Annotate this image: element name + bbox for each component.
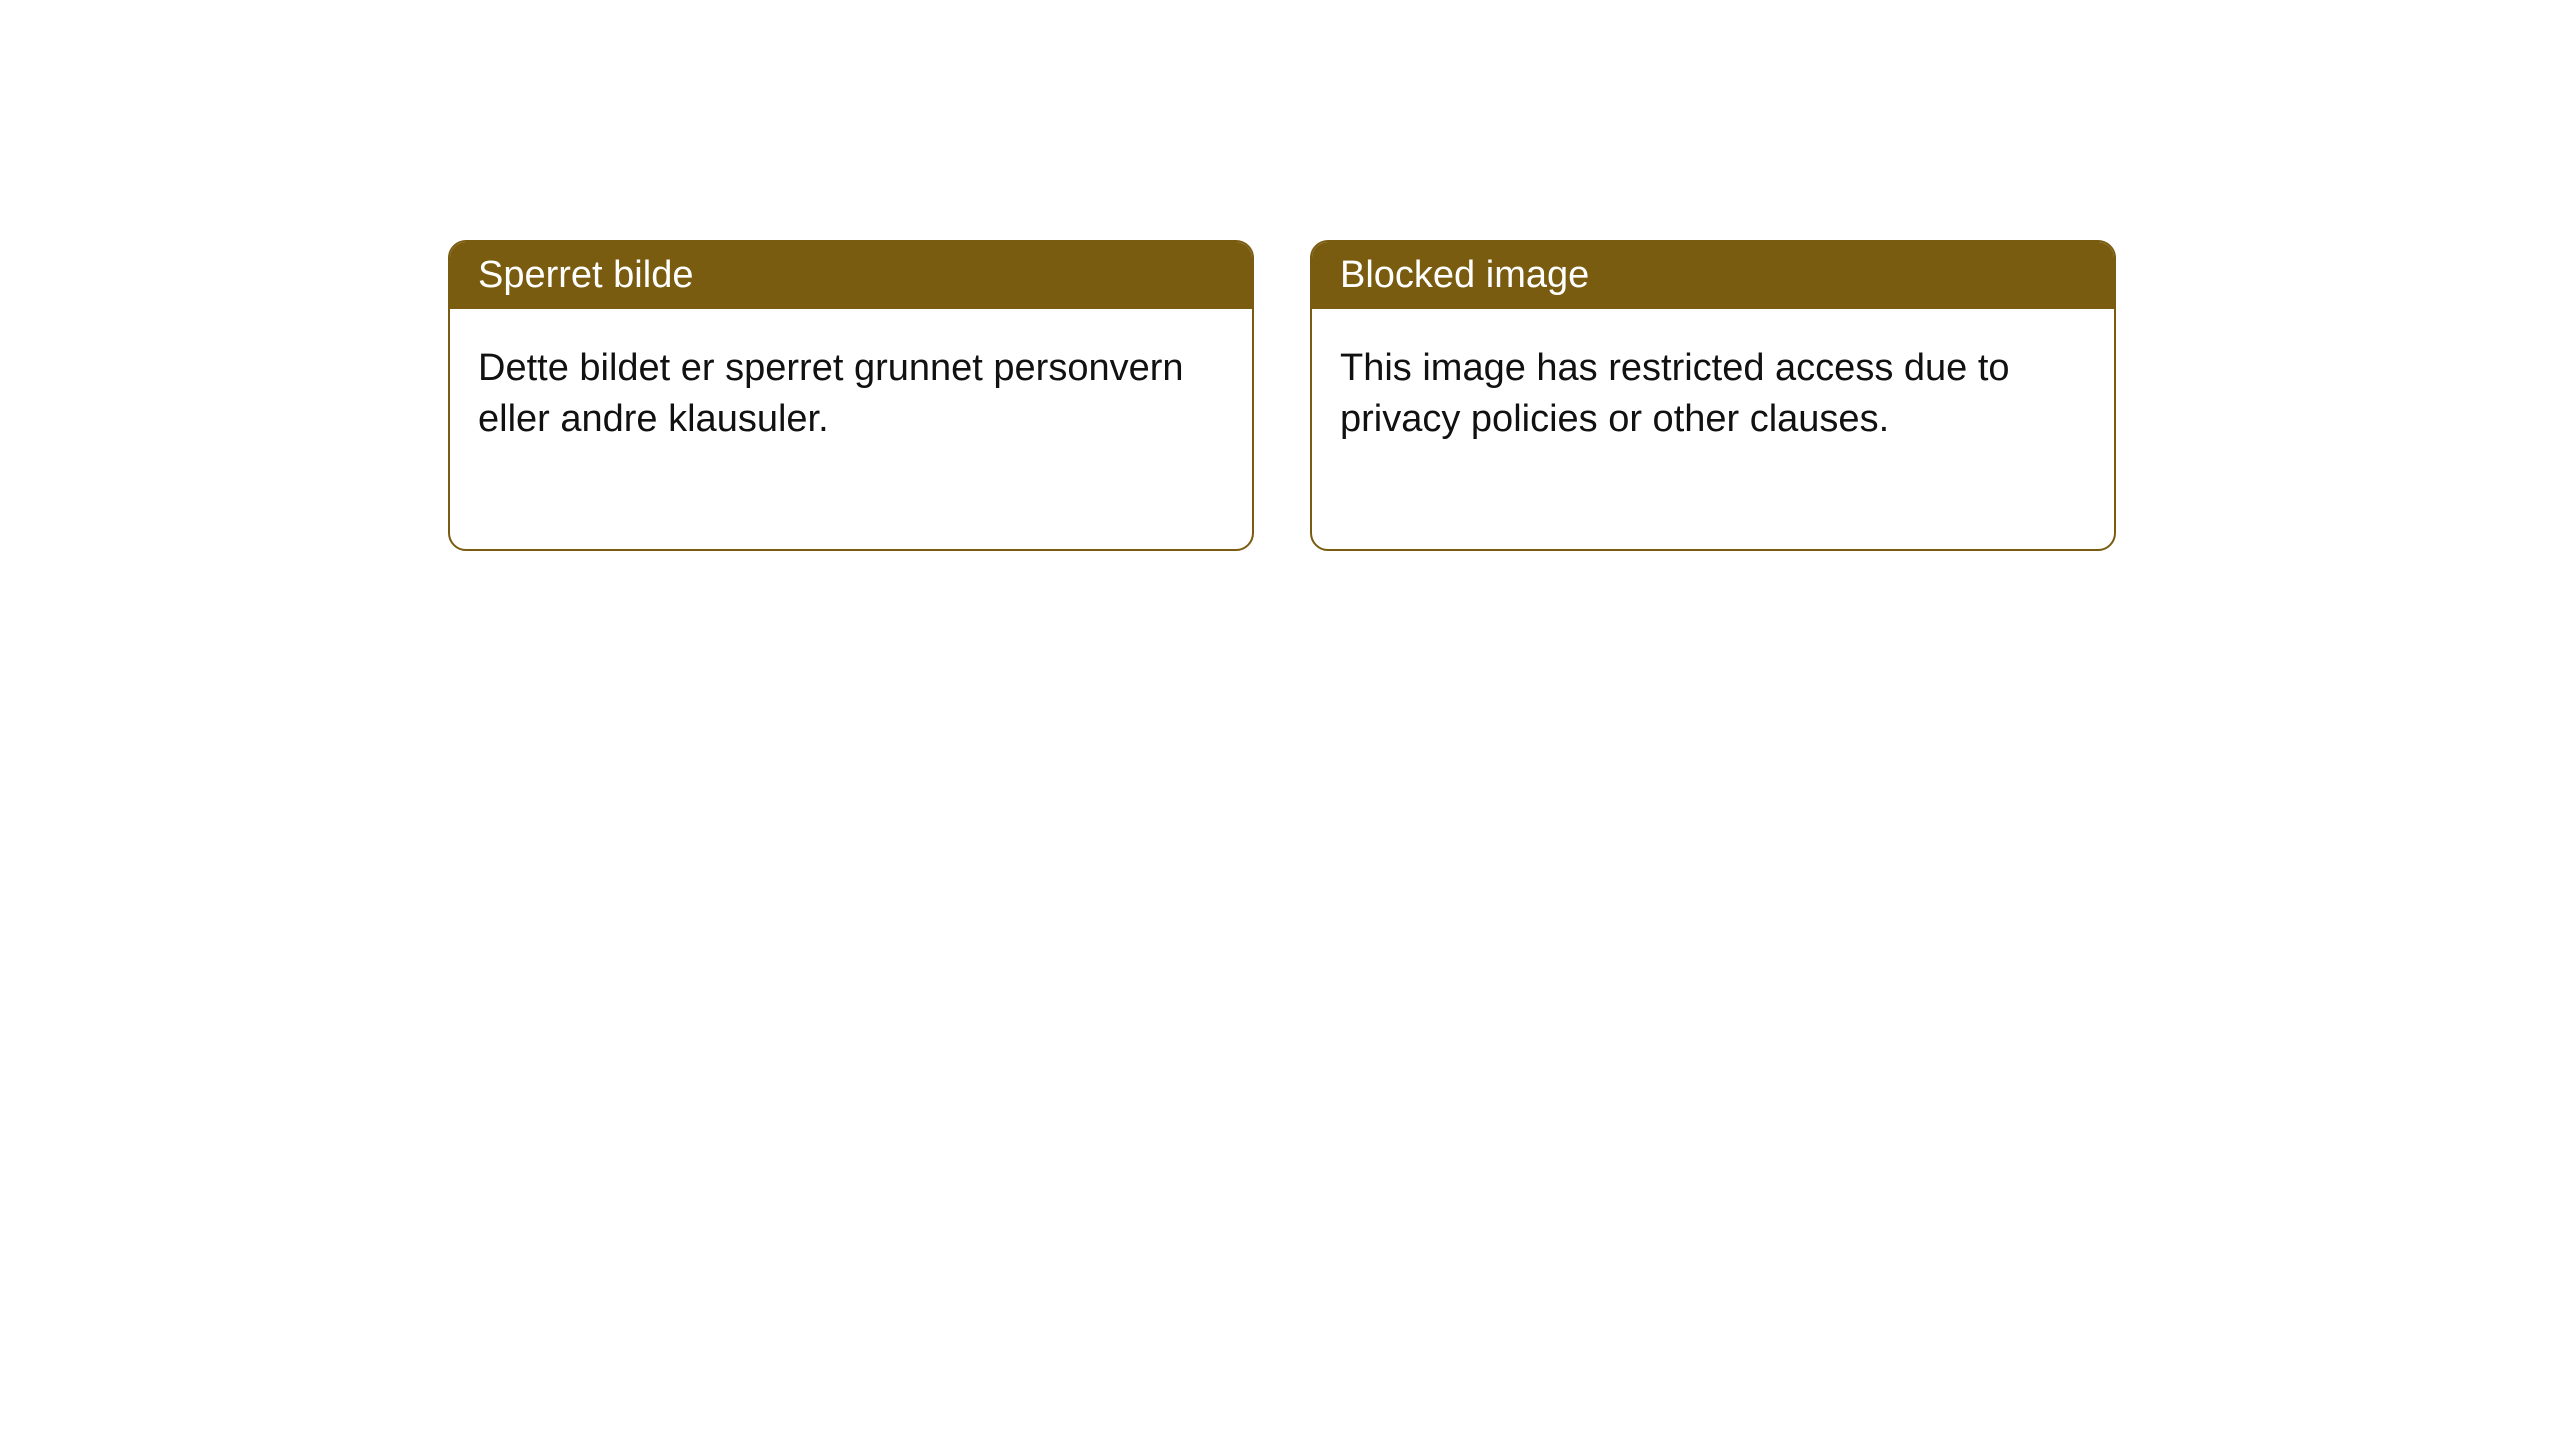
blocked-image-card-no: Sperret bilde Dette bildet er sperret gr…: [448, 240, 1254, 551]
card-title-no: Sperret bilde: [450, 242, 1252, 309]
card-body-no: Dette bildet er sperret grunnet personve…: [450, 309, 1252, 549]
card-body-en: This image has restricted access due to …: [1312, 309, 2114, 549]
notice-container: Sperret bilde Dette bildet er sperret gr…: [0, 0, 2560, 551]
blocked-image-card-en: Blocked image This image has restricted …: [1310, 240, 2116, 551]
card-title-en: Blocked image: [1312, 242, 2114, 309]
